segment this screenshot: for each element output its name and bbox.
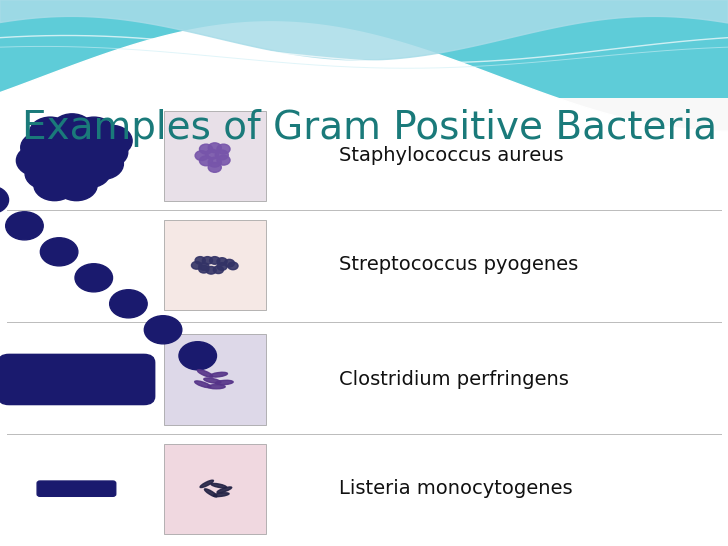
Ellipse shape [194,381,211,388]
Circle shape [199,156,213,166]
Circle shape [110,290,147,318]
Circle shape [40,238,78,266]
Circle shape [208,157,221,167]
FancyBboxPatch shape [37,481,116,496]
FancyBboxPatch shape [164,110,266,201]
Circle shape [199,265,209,273]
Polygon shape [0,0,728,60]
Circle shape [51,114,93,145]
Circle shape [213,266,223,274]
Polygon shape [0,22,728,546]
Circle shape [60,141,102,173]
Circle shape [199,144,213,154]
Ellipse shape [210,372,227,377]
Circle shape [224,259,234,267]
Ellipse shape [200,480,213,488]
Ellipse shape [204,378,221,383]
Circle shape [215,150,229,160]
Circle shape [74,117,115,148]
Circle shape [179,342,216,370]
Circle shape [208,143,221,153]
Ellipse shape [215,381,233,384]
Ellipse shape [211,483,226,488]
Circle shape [195,151,208,161]
Circle shape [42,129,84,159]
Circle shape [38,144,79,175]
Circle shape [25,158,67,189]
Circle shape [217,258,227,265]
Ellipse shape [197,370,213,377]
Ellipse shape [217,487,232,493]
Circle shape [206,266,216,274]
Circle shape [87,137,128,168]
Circle shape [82,149,123,179]
Circle shape [191,262,202,269]
FancyBboxPatch shape [164,334,266,425]
Text: Streptococcus pyogenes: Streptococcus pyogenes [339,256,578,274]
Circle shape [17,145,58,176]
Ellipse shape [205,489,217,497]
Circle shape [199,263,209,270]
Text: Staphylococcus aureus: Staphylococcus aureus [339,146,563,165]
Circle shape [205,150,218,159]
Text: Examples of Gram Positive Bacteria: Examples of Gram Positive Bacteria [22,109,717,147]
Circle shape [47,159,89,191]
Circle shape [75,264,113,292]
Circle shape [30,117,71,148]
FancyBboxPatch shape [0,354,154,405]
Circle shape [90,126,132,156]
Circle shape [34,170,76,201]
Circle shape [68,157,111,188]
Circle shape [56,170,98,201]
Circle shape [144,316,182,344]
Circle shape [208,163,221,173]
Circle shape [202,257,213,264]
FancyBboxPatch shape [164,219,266,310]
Circle shape [210,257,220,264]
Circle shape [217,263,227,270]
Circle shape [228,262,238,270]
FancyBboxPatch shape [0,0,728,98]
Circle shape [0,186,9,214]
Circle shape [195,257,205,264]
FancyBboxPatch shape [164,443,266,534]
Circle shape [217,155,230,165]
Ellipse shape [213,492,229,497]
Text: Listeria monocytogenes: Listeria monocytogenes [339,479,572,498]
Circle shape [65,127,106,158]
Circle shape [6,212,43,240]
Circle shape [217,144,230,154]
Text: Clostridium perfringens: Clostridium perfringens [339,370,569,389]
Ellipse shape [207,384,225,389]
Circle shape [20,132,62,163]
